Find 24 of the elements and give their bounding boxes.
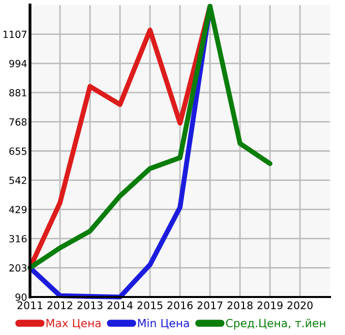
y-tick-label: 768 <box>9 118 27 126</box>
x-tick-label: 2013 <box>78 301 102 310</box>
legend-label: Сред.Цена, т.йен <box>226 318 326 330</box>
x-tick-label: 2014 <box>108 301 133 310</box>
legend-label: Max Цена <box>46 319 101 329</box>
y-tick-label: 542 <box>9 176 26 184</box>
x-tick-label: 2012 <box>48 301 72 310</box>
y-tick-label: 994 <box>9 60 27 68</box>
x-tick-label: 2011 <box>18 301 42 310</box>
y-tick-label: 881 <box>9 89 26 96</box>
x-tick-label: 2020 <box>288 301 313 310</box>
legend-label: Min Цена <box>138 318 189 329</box>
x-tick-label: 2017 <box>198 301 222 310</box>
y-tick-label: 655 <box>9 147 26 155</box>
y-tick-label: 1107 <box>4 30 26 38</box>
y-tick-label: 316 <box>9 235 27 242</box>
line-series <box>28 4 272 270</box>
x-tick-label: 2019 <box>258 301 283 310</box>
y-tick-label: 90 <box>15 293 27 301</box>
x-tick-label: 2018 <box>228 301 253 310</box>
y-tick-label: 203 <box>9 264 26 272</box>
x-tick-label: 2015 <box>138 301 162 310</box>
x-tick-label: 2016 <box>168 301 193 310</box>
y-tick-label: 429 <box>9 206 27 214</box>
